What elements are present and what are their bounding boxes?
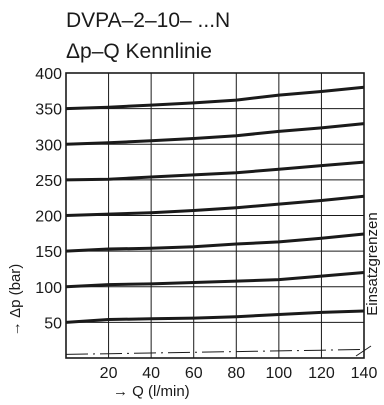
x-tick-label: 140 [351, 365, 378, 382]
limit-label-leader [355, 345, 372, 357]
y-tick-label: 50 [44, 315, 62, 332]
x-tick-label: 20 [100, 365, 118, 382]
x-tick-label: 80 [227, 365, 245, 382]
tick-labels: 20 40 60 80 100 120 140 50 100 150 200 250 300 350 400 [35, 66, 377, 382]
x-tick-label: 100 [266, 365, 293, 382]
x-axis-label: → Q (l/min) [113, 383, 190, 400]
y-tick-label: 400 [35, 66, 62, 83]
series-line [65, 232, 365, 253]
x-tick-label: 120 [308, 365, 335, 382]
series-line [65, 85, 365, 111]
y-tick-label: 200 [35, 209, 62, 226]
series-line [65, 194, 365, 217]
y-axis-label: → Δp (bar) [7, 264, 24, 337]
limit-line [65, 348, 365, 355]
series-line [65, 122, 365, 146]
series-line [65, 309, 365, 324]
x-tick-label: 40 [142, 365, 160, 382]
x-tick-label: 60 [185, 365, 203, 382]
y-tick-label: 300 [35, 137, 62, 154]
chart-subtitle: Δp–Q Kennlinie [66, 40, 212, 63]
series-lines [65, 85, 365, 355]
series-line [65, 271, 365, 289]
series-line [65, 160, 365, 182]
y-tick-label: 250 [35, 173, 62, 190]
y-tick-label: 100 [35, 280, 62, 297]
chart-title: DVPA–2–10– ...N [66, 9, 230, 32]
y-tick-label: 150 [35, 244, 62, 261]
limit-line-label: Einsatzgrenzen [364, 212, 381, 315]
y-tick-label: 350 [35, 102, 62, 119]
